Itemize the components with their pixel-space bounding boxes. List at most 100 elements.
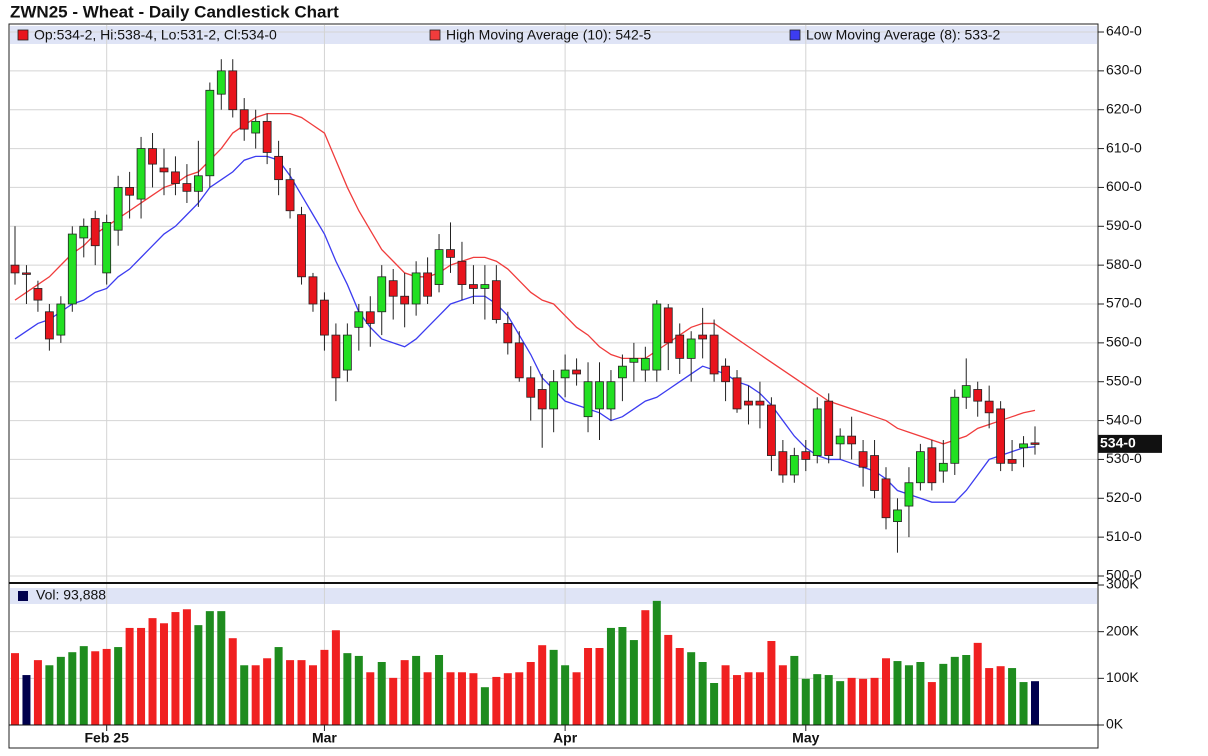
volume-bar <box>182 609 191 725</box>
volume-bar <box>595 648 604 725</box>
y-tick-label: 550-0 <box>1106 372 1142 388</box>
candle-body <box>858 451 868 468</box>
candle-body <box>400 295 410 305</box>
candle-body <box>56 303 66 336</box>
volume-bar <box>56 656 65 725</box>
candle-body <box>159 167 169 173</box>
volume-bar <box>45 665 54 725</box>
volume-bar <box>435 655 444 725</box>
candle-body <box>136 148 146 200</box>
candle-body <box>721 365 730 383</box>
y-tick-label: 570-0 <box>1106 295 1142 311</box>
volume-bar <box>343 653 352 725</box>
candle-body <box>434 249 444 285</box>
volume-bar <box>286 660 295 725</box>
y-tick-label: 200K <box>1106 622 1139 638</box>
y-tick-label: 500-0 <box>1106 567 1142 583</box>
volume-bar <box>526 662 535 725</box>
volume-bar <box>412 655 421 725</box>
y-tick-label: 600-0 <box>1106 178 1142 194</box>
y-tick-label: 300K <box>1106 576 1139 592</box>
candle-body <box>297 214 306 278</box>
candle-body <box>423 272 432 297</box>
candle-body <box>778 451 788 476</box>
candle-body <box>698 334 708 340</box>
y-tick-label: 510-0 <box>1106 528 1142 544</box>
volume-bar <box>572 672 581 725</box>
candle-body <box>904 482 914 507</box>
candle-body <box>457 260 467 285</box>
volume-bar <box>939 663 948 725</box>
volume-bar <box>1008 668 1017 725</box>
volume-bar <box>893 661 902 725</box>
volume-bar <box>950 656 959 725</box>
volume-bar <box>584 648 593 725</box>
candle-body <box>767 404 776 456</box>
volume-bar <box>629 640 638 725</box>
moving-average-line <box>14 155 1036 503</box>
candle-body <box>320 299 329 336</box>
legend-swatch <box>17 29 29 41</box>
candle-body <box>675 334 685 359</box>
volume-bar <box>366 672 375 725</box>
marks <box>10 59 1040 725</box>
candle-body <box>1007 459 1017 464</box>
candle-body <box>342 334 352 371</box>
y-tick-label: 530-0 <box>1106 450 1142 466</box>
volume-bar <box>159 623 168 725</box>
legend-label: Low Moving Average (8): 533-2 <box>806 27 1001 43</box>
candle-body <box>560 369 570 379</box>
y-tick-label: 100K <box>1106 669 1139 685</box>
volume-bar <box>148 618 157 725</box>
candle-body <box>446 249 455 258</box>
volume-bar <box>549 649 558 725</box>
volume-bar <box>492 676 501 725</box>
volume-bar <box>102 648 111 725</box>
candle-body <box>996 408 1006 464</box>
volume-bar <box>68 652 77 725</box>
volume-bar <box>755 672 764 725</box>
volume-bar <box>836 681 845 725</box>
candle-body <box>847 435 857 445</box>
candle-body <box>102 221 112 274</box>
volume-bar <box>457 672 466 725</box>
volume-bar <box>790 655 799 725</box>
volume-bar <box>137 627 146 725</box>
candle-body <box>686 338 696 359</box>
volume-bar <box>778 665 787 725</box>
volume-bar <box>354 655 363 725</box>
candle-body <box>331 334 341 379</box>
candle-body <box>938 462 948 472</box>
candle-body <box>824 400 834 456</box>
candle-body <box>79 225 89 239</box>
candle-body <box>22 272 31 275</box>
legend-swatch <box>789 29 801 41</box>
volume-bar <box>1031 681 1039 725</box>
candle-body <box>388 280 398 297</box>
volume-bar <box>194 625 203 725</box>
volume-bar <box>320 649 329 725</box>
volume-bar <box>205 611 214 725</box>
candle-body <box>33 288 43 301</box>
volume-bar <box>962 655 971 725</box>
chart-title: ZWN25 - Wheat - Daily Candlestick Chart <box>10 2 339 21</box>
volume-bar <box>503 673 512 725</box>
volume-bar <box>687 652 696 725</box>
volume-bar <box>710 683 719 725</box>
candle-body <box>961 385 971 398</box>
volume-bar <box>263 658 272 725</box>
candle-body <box>663 307 673 344</box>
candle-body <box>377 276 387 313</box>
candle-body <box>171 171 180 184</box>
candle-body <box>526 377 536 398</box>
volume-bar <box>733 675 742 725</box>
volume-bar <box>664 634 673 725</box>
volume-bar <box>618 627 627 725</box>
candle-body <box>365 311 375 324</box>
volume-bar <box>251 665 260 725</box>
x-tick-label: Apr <box>553 730 578 746</box>
volume-bar <box>240 665 249 725</box>
candle-body <box>583 381 593 418</box>
volume-bar <box>446 672 455 725</box>
